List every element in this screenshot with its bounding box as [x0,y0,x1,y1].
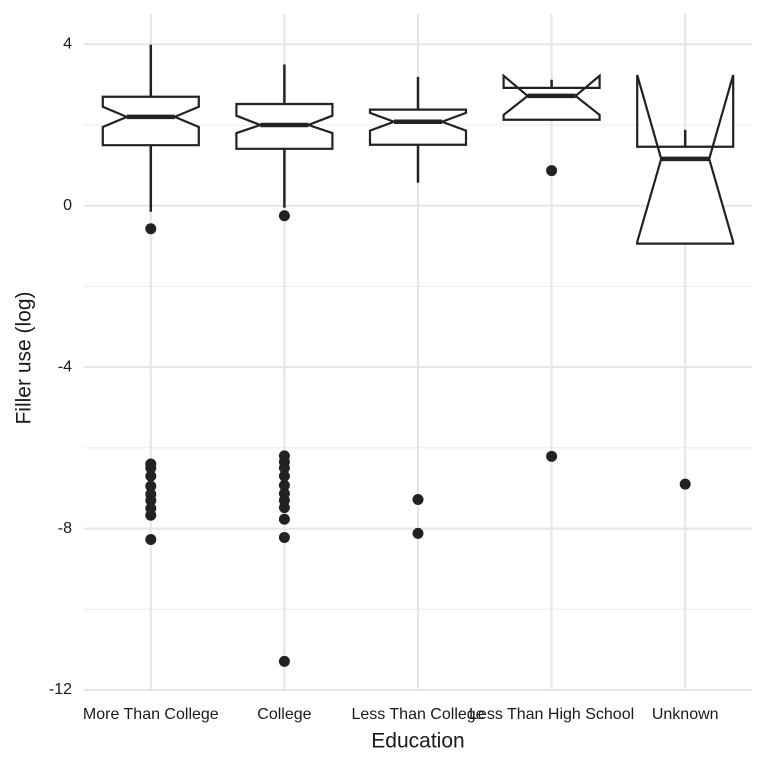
y-tick-label: -4 [58,358,72,375]
outlier [412,494,424,506]
outlier [145,533,157,545]
outlier [679,478,691,490]
outlier [145,480,157,492]
x-axis-title: Education [371,730,464,753]
x-tick-label: Unknown [652,706,719,723]
outlier [145,494,157,506]
y-tick-label: -8 [58,520,72,537]
outlier [278,479,290,491]
y-axis-title: Filler use (log) [13,291,36,424]
outlier [145,462,157,474]
outlier [145,223,157,235]
outlier [145,509,157,521]
outlier [278,470,290,482]
outlier [278,502,290,514]
box [101,95,200,147]
outlier [278,531,290,543]
y-tick-label: -12 [49,681,72,698]
y-tick-label: 4 [63,35,72,52]
y-tick-label: 0 [63,197,72,214]
x-tick-label: Less Than College [351,706,484,723]
outlier [278,655,290,667]
outlier [546,450,558,462]
x-tick-label: More Than College [83,706,219,723]
box [368,108,468,146]
x-tick-label: Less Than High School [469,706,634,723]
outlier [412,527,424,539]
x-tick-label: College [257,706,311,723]
outlier [145,470,157,482]
outlier [278,210,290,222]
outlier [278,462,290,474]
outlier [278,513,290,525]
outlier [546,165,558,177]
